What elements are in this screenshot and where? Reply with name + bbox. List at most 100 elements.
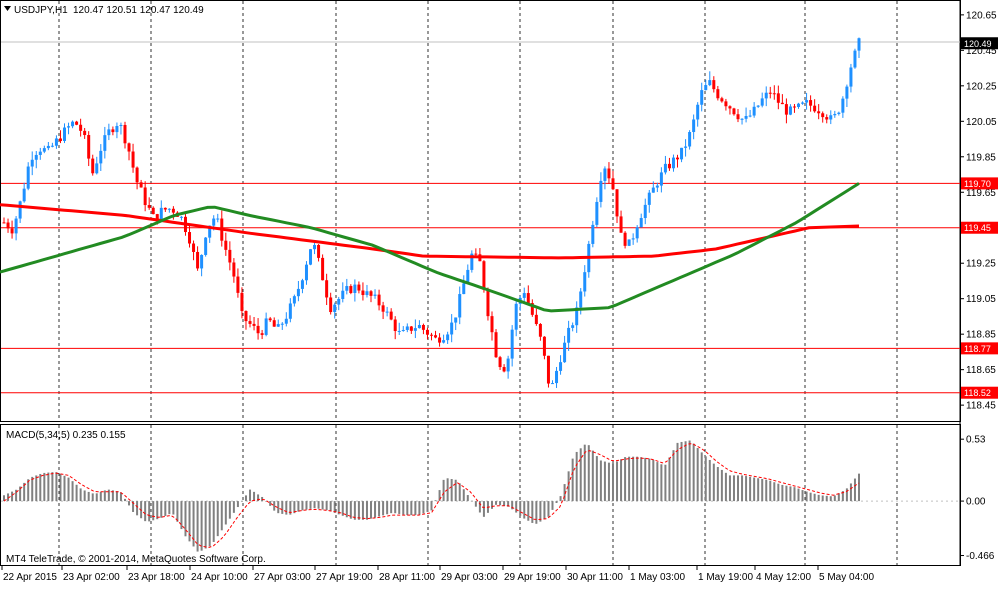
macd-histogram-bar (418, 501, 421, 515)
macd-histogram-bar (858, 473, 860, 502)
macd-histogram-bar (607, 462, 610, 502)
macd-histogram-bar (273, 501, 276, 511)
macd-histogram-bar (470, 500, 473, 502)
macd-histogram-bar (111, 490, 114, 502)
copyright-footer: MT4 TeleTrade, © 2001-2014, MetaQuotes S… (6, 554, 266, 565)
macd-histogram-bar (753, 477, 756, 502)
macd-histogram-bar (31, 476, 34, 502)
candle-body (244, 311, 248, 322)
candle-body (46, 145, 50, 149)
candle-body (680, 147, 684, 160)
macd-histogram-bar (648, 458, 651, 502)
candle-body (752, 106, 756, 116)
macd-histogram-bar (620, 459, 623, 502)
candle-body (135, 167, 139, 183)
candle-body (179, 216, 183, 218)
candle-body (692, 119, 696, 133)
candle-body (353, 284, 357, 293)
candle-body (817, 111, 821, 114)
macd-histogram-bar (301, 501, 304, 511)
candle-body (252, 323, 256, 326)
macd-histogram-bar (51, 472, 54, 502)
candle-body (401, 329, 405, 331)
macd-histogram-bar (583, 444, 586, 502)
macd-histogram-bar (688, 440, 691, 502)
price-tick-label: 119.25 (966, 259, 996, 270)
macd-histogram-bar (285, 501, 288, 515)
candle-body (482, 261, 486, 290)
macd-histogram-bar (160, 501, 163, 518)
candle-body (454, 317, 458, 323)
candle-body (510, 329, 514, 359)
macd-histogram-bar (519, 501, 522, 516)
candle-body (413, 328, 417, 331)
macd-histogram-bar (640, 457, 643, 502)
candle-body (575, 307, 579, 326)
moving-average-red (0, 203, 860, 260)
candle-body (728, 106, 732, 109)
macd-histogram-bar (531, 501, 534, 523)
candle-body (821, 113, 825, 118)
macd-histogram-bar (212, 501, 215, 542)
candle-body (466, 269, 470, 284)
candle-body (171, 208, 175, 213)
macd-histogram-bar (220, 501, 223, 531)
macd-histogram-bar (660, 464, 663, 502)
macd-histogram-bar (454, 479, 457, 502)
macd-histogram-bar (333, 501, 336, 513)
candle-body (603, 168, 607, 181)
candle-body (147, 205, 151, 208)
macd-histogram-bar (466, 495, 469, 502)
macd-histogram-bar (329, 501, 332, 512)
candle-body (736, 114, 740, 120)
candle-body (325, 280, 329, 298)
candle-body (188, 232, 192, 244)
candle-body (784, 104, 788, 115)
macd-histogram-bar (394, 501, 397, 514)
macd-histogram-bar (813, 493, 816, 502)
candle-body (688, 132, 692, 147)
macd-histogram-bar (196, 501, 199, 552)
macd-histogram-bar (757, 478, 760, 502)
macd-histogram-bar (269, 501, 272, 506)
candle-body (14, 218, 18, 234)
price-tick-label: 120.45 (966, 46, 997, 57)
macd-histogram-bar (123, 498, 126, 502)
macd-histogram-bar (75, 484, 78, 502)
candle-body (623, 232, 627, 246)
candle-body (34, 154, 38, 160)
collapse-triangle-icon[interactable] (4, 6, 11, 11)
candle-body (555, 370, 559, 384)
candle-body (643, 204, 647, 219)
candle-body (71, 121, 75, 127)
candle-body (280, 323, 284, 325)
macd-histogram-bar (789, 486, 792, 502)
candle-body (708, 80, 712, 86)
candle-body (224, 240, 228, 250)
candle-body (716, 89, 720, 99)
candle-body (91, 158, 95, 174)
macd-histogram-bar (805, 491, 808, 502)
macd-histogram-bar (208, 501, 211, 547)
macd-histogram-bar (19, 486, 22, 502)
macd-histogram-bar (200, 501, 203, 551)
candle-body (240, 292, 244, 312)
time-tick-label: 1 May 19:00 (698, 572, 753, 583)
candle-body (248, 321, 252, 324)
candle-body (744, 116, 748, 119)
macd-histogram-bar (410, 501, 413, 516)
candle-body (26, 166, 30, 189)
macd-histogram-bar (539, 501, 542, 522)
candle-body (684, 146, 688, 148)
macd-histogram-bar (128, 501, 131, 506)
time-tick-label: 22 Apr 2015 (3, 572, 57, 583)
price-tick-label: 120.25 (966, 81, 997, 92)
time-tick-label: 27 Apr 19:00 (316, 572, 373, 583)
time-tick-label: 23 Apr 18:00 (128, 572, 185, 583)
candle-body (583, 272, 587, 292)
macd-histogram-bar (555, 501, 558, 503)
time-axis: 22 Apr 2015 23 Apr 02:00 23 Apr 18:00 24 Ap… (1, 566, 874, 583)
macd-histogram-bar (442, 479, 445, 502)
